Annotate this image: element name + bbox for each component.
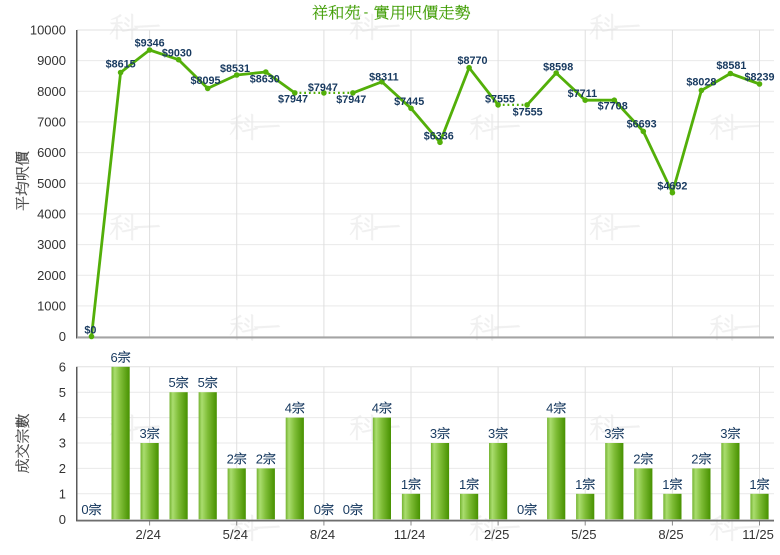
svg-text:3: 3	[140, 426, 147, 441]
svg-text:$7555: $7555	[485, 93, 515, 105]
svg-text:0: 0	[59, 512, 66, 527]
svg-text:1: 1	[575, 477, 582, 492]
svg-text:1000: 1000	[37, 299, 66, 314]
svg-text:11/25: 11/25	[742, 527, 774, 542]
svg-text:$4692: $4692	[657, 180, 687, 192]
svg-text:2: 2	[59, 461, 66, 476]
svg-text:10000: 10000	[30, 23, 66, 38]
svg-text:$9030: $9030	[162, 48, 192, 60]
svg-text:$6693: $6693	[627, 118, 657, 130]
svg-text:3: 3	[430, 426, 437, 441]
svg-text:7000: 7000	[37, 115, 66, 130]
svg-text:1: 1	[459, 477, 466, 492]
svg-text:$7711: $7711	[568, 88, 597, 100]
svg-text:3000: 3000	[37, 237, 66, 252]
svg-text:$0: $0	[84, 325, 96, 337]
svg-text:$7947: $7947	[278, 94, 308, 106]
svg-text:$8770: $8770	[457, 55, 487, 67]
svg-text:5: 5	[59, 385, 66, 400]
svg-text:3: 3	[488, 426, 495, 441]
svg-text:-: -	[364, 4, 369, 20]
svg-text:2: 2	[256, 451, 263, 466]
svg-text:4000: 4000	[37, 207, 66, 222]
svg-text:1: 1	[749, 477, 756, 492]
svg-text:0: 0	[517, 502, 524, 517]
svg-text:4: 4	[546, 401, 553, 416]
svg-text:8/24: 8/24	[310, 527, 335, 542]
svg-text:8/25: 8/25	[658, 527, 683, 542]
svg-text:$9346: $9346	[135, 37, 165, 49]
svg-text:$7947: $7947	[336, 94, 366, 106]
svg-text:5/24: 5/24	[223, 527, 248, 542]
svg-text:2: 2	[633, 451, 640, 466]
svg-text:2/25: 2/25	[484, 527, 509, 542]
svg-text:$7445: $7445	[394, 96, 424, 108]
svg-text:2: 2	[227, 451, 234, 466]
svg-text:$8095: $8095	[190, 75, 220, 87]
svg-text:2000: 2000	[37, 268, 66, 283]
svg-text:3: 3	[604, 426, 611, 441]
svg-text:8000: 8000	[37, 84, 66, 99]
svg-text:1: 1	[401, 477, 408, 492]
svg-text:6: 6	[111, 350, 118, 365]
svg-text:$7708: $7708	[598, 101, 628, 113]
svg-text:0: 0	[81, 502, 88, 517]
svg-text:9000: 9000	[37, 53, 66, 68]
svg-text:5: 5	[198, 375, 205, 390]
svg-text:11/24: 11/24	[394, 527, 426, 542]
svg-text:$8311: $8311	[369, 72, 398, 84]
svg-text:$8239: $8239	[744, 72, 774, 84]
svg-text:$8615: $8615	[106, 59, 136, 71]
svg-text:5: 5	[169, 375, 176, 390]
svg-text:1: 1	[662, 477, 669, 492]
svg-text:$7947: $7947	[308, 82, 338, 94]
svg-text:5/25: 5/25	[571, 527, 596, 542]
svg-text:3: 3	[720, 426, 727, 441]
svg-text:3: 3	[59, 436, 66, 451]
svg-text:$8581: $8581	[716, 60, 746, 72]
svg-text:$7555: $7555	[513, 107, 543, 119]
svg-text:6000: 6000	[37, 145, 66, 160]
svg-text:4: 4	[372, 401, 379, 416]
svg-text:$8028: $8028	[686, 77, 716, 89]
svg-text:2: 2	[691, 451, 698, 466]
svg-text:5000: 5000	[37, 176, 66, 191]
svg-text:1: 1	[59, 486, 66, 501]
svg-text:6: 6	[59, 359, 66, 374]
svg-text:$8598: $8598	[543, 62, 573, 74]
svg-text:2/24: 2/24	[136, 527, 161, 542]
svg-text:0: 0	[343, 502, 350, 517]
svg-text:4: 4	[285, 401, 292, 416]
svg-text:$6336: $6336	[424, 130, 454, 142]
svg-text:0: 0	[314, 502, 321, 517]
svg-text:$8531: $8531	[220, 63, 250, 75]
svg-text:$8630: $8630	[250, 74, 280, 86]
svg-text:4: 4	[59, 410, 66, 425]
svg-text:0: 0	[59, 329, 66, 344]
